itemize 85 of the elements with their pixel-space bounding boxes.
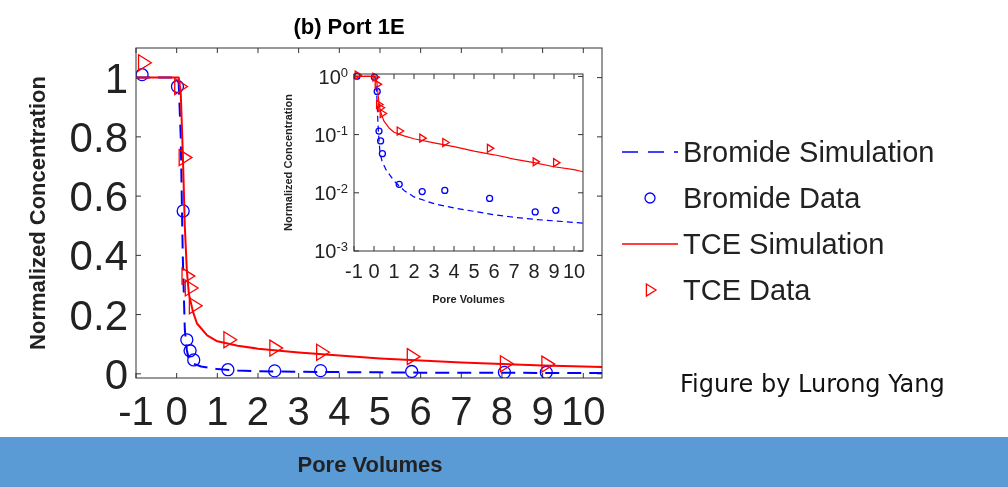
point: [379, 108, 388, 119]
legend-label: Bromide Data: [683, 182, 862, 215]
point: [441, 186, 449, 195]
point: [405, 364, 419, 378]
x-tick-label: 10: [561, 389, 606, 433]
x-tick-label: 6: [409, 389, 432, 433]
point: [374, 79, 383, 90]
x-tick-label: 0: [165, 389, 188, 433]
point: [485, 194, 494, 203]
x-tick-label: 7: [450, 389, 473, 433]
point: [136, 68, 149, 82]
point: [373, 87, 381, 96]
point: [419, 133, 427, 143]
point: [486, 143, 495, 154]
point: [315, 343, 331, 361]
x-tick-label: 3: [428, 260, 440, 282]
point: [187, 353, 201, 367]
point: [552, 157, 561, 168]
x-tick-label: 4: [328, 389, 351, 433]
point: [499, 355, 514, 373]
x-tick-label: 8: [528, 260, 540, 282]
y-tick-label: 0.4: [69, 232, 128, 280]
y-axis-title: Normalized Concentration: [25, 76, 50, 350]
chart-title: (b) Port 1E: [293, 14, 405, 39]
point: [497, 365, 512, 378]
point: [396, 126, 405, 136]
x-tick-label: 9: [531, 389, 554, 433]
y-tick-label: 10$^{0}$: [318, 64, 348, 88]
x-tick-label: 2: [408, 260, 420, 282]
y-axis-title: Normalized Concentration: [282, 93, 294, 231]
x-tick-label: 10: [562, 260, 586, 282]
x-axis-title: Pore Volumes: [432, 293, 505, 305]
x-tick-label: 9: [548, 260, 560, 282]
x-tick-label: 4: [448, 260, 460, 282]
point: [188, 297, 203, 315]
point: [552, 206, 560, 214]
y-tick-label: 0.6: [69, 173, 128, 221]
y-tick-label: 10$^{-1}$: [314, 122, 348, 146]
point: [376, 137, 385, 145]
x-tick-label: -1: [345, 260, 363, 282]
x-tick-label: 5: [468, 260, 480, 282]
point: [406, 348, 421, 366]
legend-label: TCE Simulation: [683, 228, 885, 261]
point: [184, 279, 199, 297]
point: [377, 103, 386, 113]
x-axis-title: Pore Volumes: [297, 452, 443, 477]
point: [174, 77, 189, 96]
legend-label: Bromide Simulation: [683, 136, 935, 169]
point: [178, 148, 193, 167]
point: [180, 333, 194, 347]
legend-label: TCE Data: [683, 274, 812, 307]
y-tick-label: 0.8: [69, 113, 128, 161]
point: [269, 339, 284, 357]
point: [137, 54, 152, 72]
y-tick-label: 10$^{-3}$: [314, 238, 348, 263]
x-tick-label: 7: [508, 260, 520, 282]
x-tick-label: 5: [368, 389, 392, 433]
point: [532, 157, 541, 167]
point: [531, 208, 539, 216]
point: [181, 267, 196, 285]
point: [183, 344, 197, 358]
point: [268, 364, 282, 378]
x-tick-label: 3: [287, 389, 310, 433]
text: Figure by Lurong Yang: [680, 370, 945, 398]
point: [418, 187, 426, 196]
point: [541, 355, 556, 373]
x-tick-label: 6: [488, 260, 500, 282]
point: [313, 363, 328, 378]
x-tick-label: 8: [490, 389, 514, 433]
y-tick-label: 1: [104, 54, 128, 102]
point: [378, 150, 387, 158]
point: [375, 99, 384, 110]
point: [170, 79, 185, 94]
x-tick-label: 0: [368, 260, 380, 282]
point: [442, 137, 450, 148]
point: [176, 204, 190, 218]
y-tick-label: 10$^{-2}$: [314, 180, 348, 204]
point: [223, 331, 238, 349]
y-tick-label: 0.2: [69, 291, 128, 339]
x-tick-label: 1: [206, 389, 229, 433]
x-tick-label: 2: [246, 389, 270, 433]
point: [221, 363, 235, 377]
x-tick-label: 1: [388, 260, 400, 282]
point: [375, 127, 383, 135]
point: [395, 180, 403, 188]
